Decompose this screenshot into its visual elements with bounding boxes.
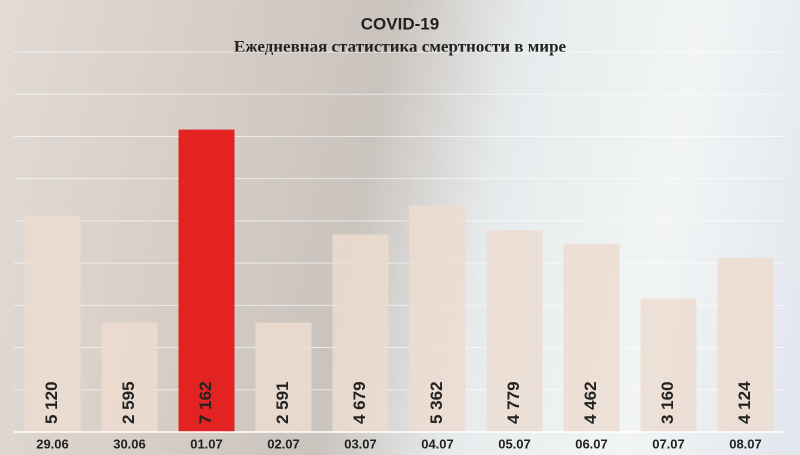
x-tick-label: 05.07 (498, 436, 531, 451)
value-label: 4 462 (581, 381, 600, 424)
value-label: 4 779 (504, 381, 523, 424)
x-tick-label: 04.07 (421, 436, 454, 451)
bar (332, 234, 389, 432)
bar (101, 322, 158, 432)
x-tick-label: 06.07 (575, 436, 608, 451)
x-tick-label: 08.07 (729, 436, 762, 451)
x-tick-label: 03.07 (344, 436, 377, 451)
x-tick-label: 29.06 (36, 436, 69, 451)
x-tick-label: 07.07 (652, 436, 685, 451)
value-label: 4 124 (735, 381, 754, 424)
bar (24, 215, 81, 432)
bar (409, 205, 466, 432)
bar (178, 129, 235, 433)
bar (563, 243, 620, 432)
chart-subtitle: Ежедневная статистика смертности в мире (234, 37, 567, 56)
value-label: 5 120 (42, 381, 61, 424)
value-label: 2 591 (273, 381, 292, 424)
x-tick-label: 02.07 (267, 436, 300, 451)
value-label: 3 160 (658, 381, 677, 424)
bar (255, 322, 312, 432)
bar (717, 257, 774, 432)
chart-title: COVID-19 (361, 14, 439, 33)
x-tick-label: 01.07 (190, 436, 223, 451)
value-label: 5 362 (427, 381, 446, 424)
bar (640, 298, 697, 432)
value-label: 2 595 (119, 381, 138, 424)
value-label: 7 162 (196, 381, 215, 424)
value-label: 4 679 (350, 381, 369, 424)
bar (486, 230, 543, 432)
x-tick-label: 30.06 (113, 436, 146, 451)
